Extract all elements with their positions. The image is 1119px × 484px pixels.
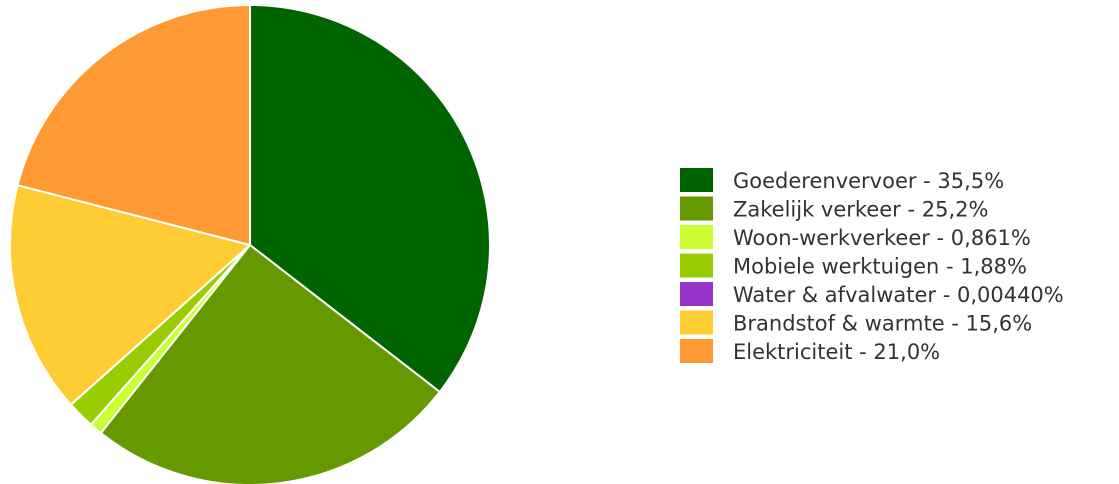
legend-label: Brandstof & warmte - 15,6% [733, 312, 1032, 336]
legend-swatch [680, 253, 713, 278]
legend-label: Zakelijk verkeer - 25,2% [733, 198, 988, 222]
pie-slice-brandstof-and-warmte [9, 184, 251, 406]
legend-item-mobiele-werktuigen: Mobiele werktuigen - 1,88% [680, 253, 1027, 279]
legend-item-woon-werkverkeer: Woon-werkverkeer - 0,861% [680, 225, 1031, 250]
legend-label: Elektriciteit - 21,0% [733, 340, 940, 364]
legend-label: Goederenvervoer - 35,5% [733, 169, 1004, 193]
legend-swatch [680, 339, 713, 363]
legend-item-brandstof-and-warmte: Brandstof & warmte - 15,6% [680, 310, 1032, 336]
legend-swatch [680, 196, 713, 221]
pie-slice-goederenvervoer [249, 4, 491, 393]
legend-item-water-and-afvalwater: Water & afvalwater - 0,00440% [680, 282, 1064, 307]
legend-swatch [680, 310, 713, 335]
legend-item-zakelijk-verkeer: Zakelijk verkeer - 25,2% [680, 196, 988, 222]
legend-item-goederenvervoer: Goederenvervoer - 35,5% [680, 168, 1004, 193]
legend-swatch [680, 282, 713, 306]
legend-label: Woon-werkverkeer - 0,861% [733, 226, 1031, 250]
pie-slice-zakelijk-verkeer [99, 244, 441, 484]
legend-swatch [680, 168, 713, 192]
pie-slice-elektriciteit [16, 4, 251, 246]
legend-item-elektriciteit: Elektriciteit - 21,0% [680, 339, 940, 364]
legend-label: Mobiele werktuigen - 1,88% [733, 255, 1027, 279]
legend-swatch [680, 225, 713, 249]
pie-slices [9, 4, 491, 484]
legend: Goederenvervoer - 35,5% Zakelijk verkeer … [680, 168, 1064, 364]
legend-label: Water & afvalwater - 0,00440% [733, 283, 1064, 307]
